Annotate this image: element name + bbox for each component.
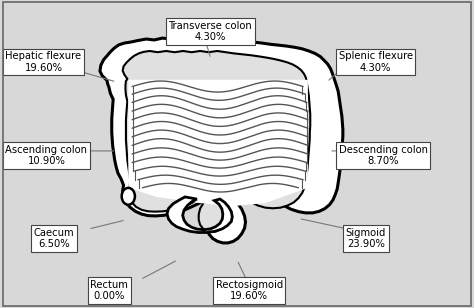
Polygon shape <box>100 37 343 243</box>
Text: Rectosigmoid
19.60%: Rectosigmoid 19.60% <box>216 280 283 301</box>
Text: Transverse colon
4.30%: Transverse colon 4.30% <box>168 21 252 42</box>
Text: Ascending colon
10.90%: Ascending colon 10.90% <box>5 145 87 166</box>
Polygon shape <box>167 197 232 233</box>
Text: Caecum
6.50%: Caecum 6.50% <box>34 228 74 249</box>
Text: Descending colon
8.70%: Descending colon 8.70% <box>338 145 428 166</box>
Text: Sigmoid
23.90%: Sigmoid 23.90% <box>346 228 386 249</box>
Polygon shape <box>128 80 308 206</box>
Text: Splenic flexure
4.30%: Splenic flexure 4.30% <box>338 51 413 73</box>
Polygon shape <box>123 51 310 232</box>
Ellipse shape <box>122 188 135 205</box>
Text: Hepatic flexure
19.60%: Hepatic flexure 19.60% <box>5 51 82 73</box>
Text: Rectum
0.00%: Rectum 0.00% <box>91 280 128 301</box>
